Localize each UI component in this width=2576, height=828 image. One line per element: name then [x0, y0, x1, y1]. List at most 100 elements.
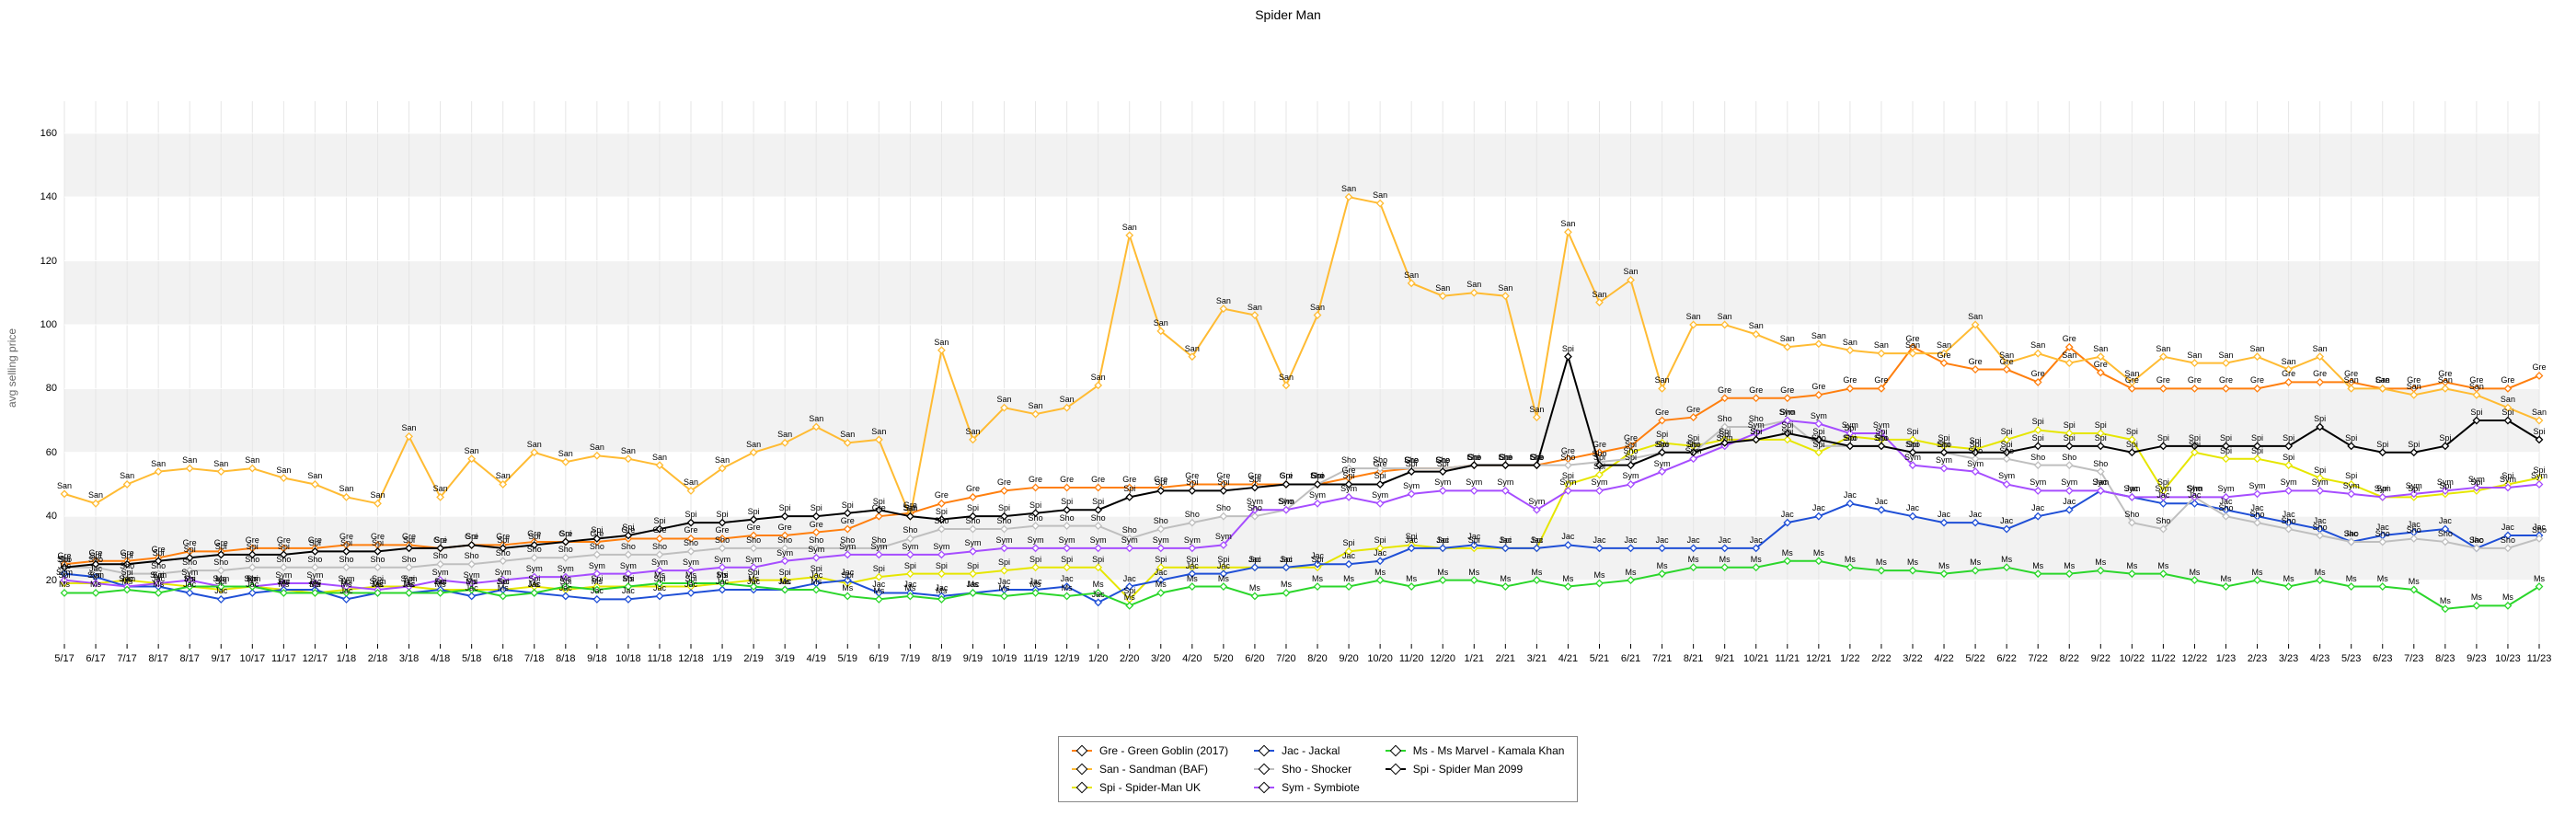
point-label: Ms [1030, 580, 1041, 589]
point-label: Sym [526, 564, 543, 573]
point-label: Sym [306, 570, 323, 580]
point-label: Spi [904, 561, 916, 570]
point-label: Gre [1342, 466, 1356, 475]
point-label: San [1560, 219, 1575, 228]
point-label: Ms [904, 583, 915, 592]
point-label: Sho [213, 558, 228, 567]
point-label: Spi [1248, 555, 1260, 564]
point-label: Sym [2092, 477, 2109, 487]
point-label: Sym [745, 555, 762, 564]
point-label: Jac [466, 583, 478, 592]
point-label: Jac [2376, 523, 2389, 532]
point-label: Gre [935, 490, 949, 500]
point-label: Sho [1718, 414, 1732, 423]
point-label: Spi [1625, 453, 1637, 462]
point-label: Spi [2439, 433, 2451, 443]
point-label: Jac [1561, 532, 1574, 541]
point-label: Ms [1531, 568, 1542, 577]
point-label: San [307, 471, 322, 480]
point-label: Spi [2064, 433, 2076, 443]
point-label: Spi [2345, 433, 2357, 443]
point-label: Ms [779, 577, 790, 586]
point-label: San [1091, 373, 1106, 382]
point-label: Sho [1154, 516, 1168, 525]
point-label: San [2501, 395, 2515, 404]
point-label: Jac [1875, 497, 1888, 506]
point-label: Ms [1688, 555, 1699, 564]
point-label: Sym [1247, 497, 1263, 506]
point-label: Spi [936, 561, 948, 570]
point-label: Sho [903, 525, 917, 535]
point-label: Jac [1656, 535, 1669, 545]
point-label: Spi [904, 503, 916, 512]
point-label: Jac [2439, 516, 2452, 525]
point-label: Spi [1625, 440, 1637, 449]
point-label: San [2282, 357, 2296, 366]
point-label: Jac [1625, 535, 1638, 545]
point-label: Sym [1497, 477, 1513, 487]
point-label: Sym [1717, 433, 1733, 443]
point-label: Spi [684, 574, 696, 583]
point-label: Gre [558, 529, 572, 538]
point-label: Jac [183, 580, 196, 589]
point-label: Sym [589, 561, 605, 570]
point-label: Jac [1750, 535, 1763, 545]
point-label: Spi [1437, 459, 1449, 468]
point-label: Ms [278, 580, 289, 589]
point-label: Sho [1185, 510, 1200, 519]
point-label: Ms [2252, 568, 2263, 577]
point-label: Spi [1750, 427, 1762, 436]
point-label: Ms [1813, 548, 1824, 558]
point-label: Gre [2000, 357, 2014, 366]
point-label: Spi [1812, 440, 1824, 449]
point-label: Jac [339, 586, 352, 595]
legend-item: Ms - Ms Marvel - Kamala Khan [1386, 744, 1565, 757]
point-label: Jac [2251, 503, 2264, 512]
point-label: Sho [182, 558, 197, 567]
point-label: Spi [1437, 535, 1449, 545]
point-label: Sym [1967, 459, 1984, 468]
point-label: Sym [1842, 420, 1858, 430]
point-label: Gre [2094, 360, 2108, 369]
point-label: Ms [2471, 592, 2482, 602]
point-label: Ms [1626, 568, 1637, 577]
point-label: Sho [715, 535, 730, 545]
point-label: Jac [1248, 555, 1261, 564]
point-label: Sho [1655, 440, 1670, 449]
point-label: Jac [371, 580, 384, 589]
point-label: Spi [1468, 535, 1480, 545]
point-label: San [1435, 283, 1450, 293]
point-label: Ms [967, 580, 978, 589]
point-label: Spi [1186, 555, 1198, 564]
point-label: Sho [245, 555, 259, 564]
point-label: Sym [56, 568, 73, 577]
point-label: Sym [2123, 484, 2140, 493]
point-label: Spi [1781, 427, 1793, 436]
point-label: San [213, 459, 228, 468]
point-label: San [1905, 340, 1920, 350]
point-label: Sho [934, 516, 949, 525]
point-label: Jac [1938, 510, 1950, 519]
point-label: Ms [340, 580, 351, 589]
point-label: Gre [371, 532, 385, 541]
point-label: Gre [1154, 475, 1167, 484]
point-label: Spi [1656, 430, 1668, 439]
point-label: Ms [90, 580, 101, 589]
point-label: Spi [121, 551, 133, 560]
point-label: San [1624, 267, 1639, 276]
point-label: Spi [2126, 440, 2138, 449]
point-label: Gre [89, 548, 103, 558]
point-label: Jac [966, 580, 979, 589]
point-label: Spi [215, 542, 227, 551]
point-label: Sym [2406, 481, 2422, 490]
point-label: Gre [1938, 351, 1951, 360]
point-label: Gre [1843, 375, 1857, 385]
point-label: Spi [1155, 477, 1167, 487]
point-label: Sho [1091, 513, 1106, 523]
point-label: Ms [1593, 570, 1604, 580]
point-label: Ms [1187, 574, 1198, 583]
point-label: Sym [2155, 484, 2171, 493]
point-label: Sym [1873, 420, 1890, 430]
point-label: Spi [1312, 555, 1324, 564]
point-label: Jac [559, 583, 572, 592]
